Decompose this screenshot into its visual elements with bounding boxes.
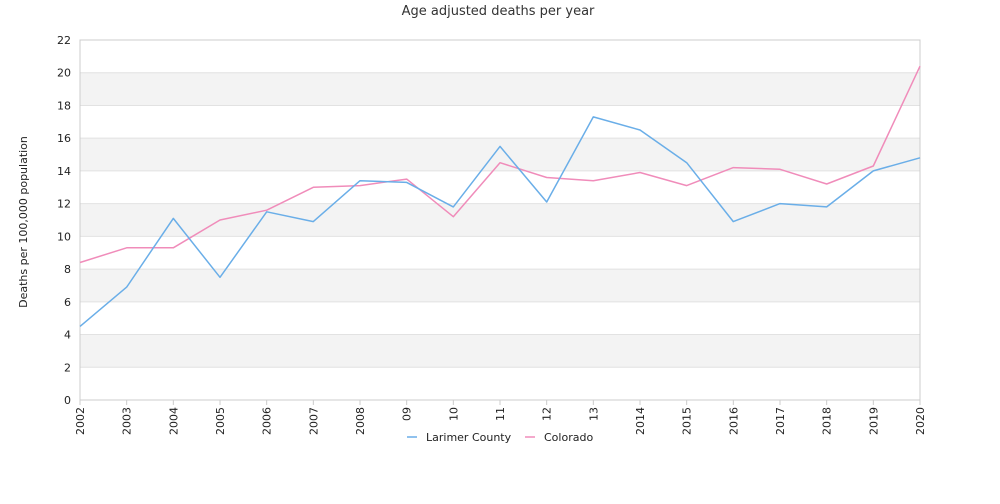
y-tick-label: 0 xyxy=(64,394,71,407)
x-axis-ticks: 2002 2003 2004 2005 2006 2007 2008 09 10 11 12 13 20… xyxy=(74,400,927,435)
series-line-colorado xyxy=(79,65,921,264)
x-tick-label: 2018 xyxy=(821,407,834,435)
x-tick-label: 09 xyxy=(401,407,414,421)
x-tick-label: 2017 xyxy=(774,407,787,435)
x-tick-label: 2019 xyxy=(867,407,880,435)
y-axis-ticks: 0 2 4 6 8 10 12 14 16 18 20 22 xyxy=(57,34,71,407)
y-tick-label: 14 xyxy=(57,165,71,178)
chart-title: Age adjusted deaths per year xyxy=(402,4,595,19)
y-tick-label: 16 xyxy=(57,132,71,145)
x-tick-label: 2004 xyxy=(167,407,180,435)
legend-label: Colorado xyxy=(544,431,593,444)
legend: Larimer County Colorado xyxy=(407,431,593,444)
x-tick-label: 2007 xyxy=(307,407,320,435)
y-tick-label: 18 xyxy=(57,99,71,112)
x-tick-label: 2006 xyxy=(261,407,274,435)
x-tick-label: 2016 xyxy=(727,407,740,435)
series-line-larimer-county xyxy=(79,116,921,327)
grid-band xyxy=(80,138,920,171)
grid-band xyxy=(80,269,920,302)
y-tick-label: 22 xyxy=(57,34,71,47)
y-tick-label: 2 xyxy=(64,361,71,374)
x-tick-label: 13 xyxy=(587,407,600,421)
y-tick-label: 12 xyxy=(57,198,71,211)
x-tick-label: 2014 xyxy=(634,407,647,435)
y-tick-label: 8 xyxy=(64,263,71,276)
y-tick-label: 4 xyxy=(64,329,71,342)
x-tick-label: 2002 xyxy=(74,407,87,435)
x-tick-label: 2008 xyxy=(354,407,367,435)
legend-label: Larimer County xyxy=(426,431,512,444)
grid-band xyxy=(80,72,920,106)
y-axis-title: Deaths per 100,000 population xyxy=(17,136,30,308)
grid-bands xyxy=(80,72,920,368)
y-tick-label: 10 xyxy=(57,230,71,243)
x-tick-label: 2020 xyxy=(914,407,927,435)
x-tick-label: 11 xyxy=(494,407,507,421)
grid-band xyxy=(80,334,920,368)
x-tick-label: 2003 xyxy=(121,407,134,435)
grid-band xyxy=(80,203,920,237)
series-lines xyxy=(79,65,921,327)
x-tick-label: 10 xyxy=(447,407,460,421)
x-tick-label: 12 xyxy=(541,407,554,421)
x-tick-label: 2015 xyxy=(681,407,694,435)
y-tick-label: 20 xyxy=(57,67,71,80)
y-tick-label: 6 xyxy=(64,296,71,309)
x-tick-label: 2005 xyxy=(214,407,227,435)
